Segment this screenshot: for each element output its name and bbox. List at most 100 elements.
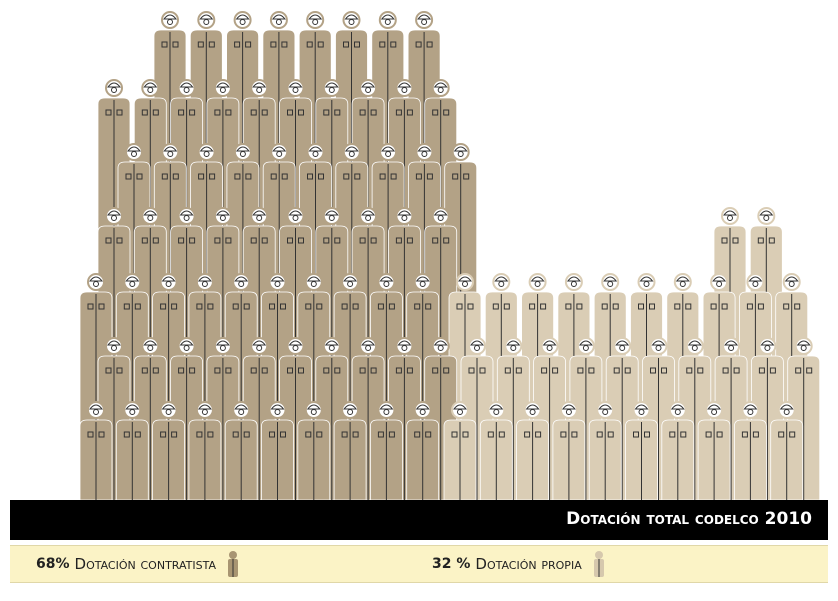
pocket [370, 367, 377, 374]
pocket [98, 303, 105, 310]
pocket [105, 367, 112, 374]
face [365, 345, 372, 351]
pocket [406, 367, 413, 374]
pocket [467, 303, 474, 310]
face [437, 87, 444, 93]
face [691, 345, 698, 351]
banner: Dotación total codelco 2010 [10, 500, 828, 540]
helmet [343, 404, 358, 410]
helmet [234, 404, 249, 410]
pocket [377, 303, 384, 310]
pocket [463, 173, 470, 180]
face [239, 151, 246, 157]
face [401, 345, 408, 351]
pocket [152, 367, 159, 374]
pocket [697, 367, 704, 374]
pocket [524, 431, 531, 438]
face [256, 215, 263, 221]
face [219, 345, 226, 351]
helmet [271, 14, 286, 20]
pocket [343, 173, 350, 180]
face [546, 345, 553, 351]
pocket [123, 431, 130, 438]
helmet [494, 276, 509, 282]
face [565, 409, 572, 415]
pocket [209, 173, 216, 180]
face [679, 281, 686, 287]
legend-item: 68% Dotación contratista [36, 546, 240, 582]
face [347, 409, 354, 415]
helmet [143, 82, 158, 88]
helmet [308, 146, 323, 152]
pocket [305, 431, 312, 438]
pocket [669, 431, 676, 438]
face [711, 409, 718, 415]
pocket [98, 431, 105, 438]
pocket [298, 237, 304, 244]
helmet [634, 404, 649, 410]
pocket [352, 303, 359, 310]
pocket [196, 431, 203, 438]
pocket [388, 431, 395, 438]
pocket [281, 173, 288, 180]
face [203, 19, 210, 25]
pocket [571, 431, 578, 438]
pocket [189, 367, 196, 374]
pocket [245, 173, 252, 180]
pocket [152, 237, 159, 244]
helmet [143, 340, 158, 346]
face [764, 345, 771, 351]
face [167, 19, 173, 25]
face [419, 281, 426, 287]
pocket [141, 237, 148, 244]
pocket [152, 109, 159, 116]
pocket [280, 303, 286, 310]
helmet [125, 404, 140, 410]
face [437, 215, 444, 221]
helmet [179, 210, 194, 216]
face [312, 151, 319, 157]
pocket [160, 431, 167, 438]
person-icon [188, 401, 222, 500]
face [638, 409, 645, 415]
face [274, 281, 281, 287]
pocket [462, 431, 469, 438]
pocket [359, 109, 366, 116]
face [147, 87, 154, 93]
helmet [163, 146, 178, 152]
person-icon [625, 401, 658, 500]
pocket [214, 109, 221, 116]
pocket [722, 367, 729, 374]
face [788, 281, 795, 287]
pocket [105, 109, 112, 116]
helmet [215, 210, 230, 216]
face [716, 281, 723, 287]
pocket [116, 109, 123, 116]
pocket [721, 237, 728, 244]
pocket [250, 237, 257, 244]
face [619, 345, 626, 351]
helmet [270, 404, 285, 410]
pocket [752, 431, 759, 438]
pocket [768, 237, 775, 244]
pocket [234, 41, 241, 48]
face [529, 409, 536, 415]
helmet [670, 404, 685, 410]
pocket [198, 173, 205, 180]
helmet [397, 340, 412, 346]
helmet [566, 276, 581, 282]
face [328, 345, 335, 351]
face [203, 151, 210, 157]
pocket [207, 303, 214, 310]
pocket [334, 237, 341, 244]
face [183, 215, 190, 221]
person-icon [261, 401, 294, 500]
pocket [414, 431, 421, 438]
pocket [795, 367, 802, 374]
pocket [432, 237, 439, 244]
helmet [687, 340, 702, 346]
helmet [197, 404, 212, 410]
face [328, 215, 335, 221]
helmet [126, 146, 142, 152]
